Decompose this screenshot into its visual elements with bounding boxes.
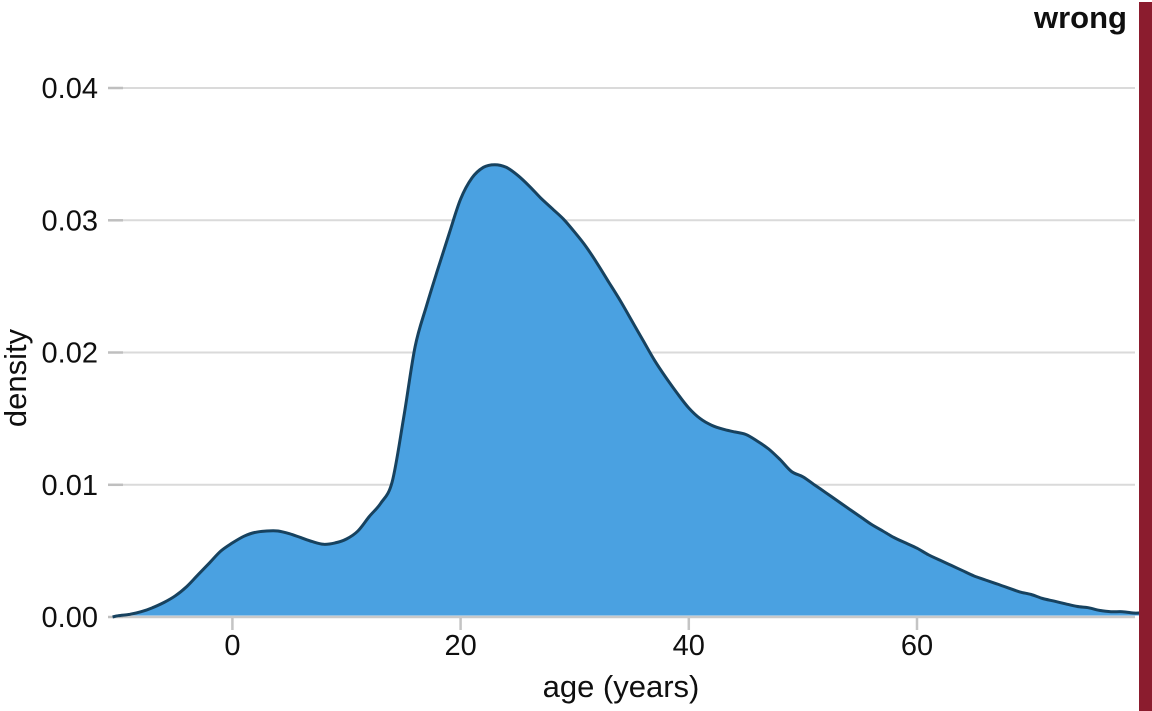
y-tick-label: 0.03 xyxy=(42,205,98,237)
wrong-stamp-bar xyxy=(1139,2,1152,711)
x-axis-title: age (years) xyxy=(543,669,700,704)
y-tick-label: 0.04 xyxy=(42,73,98,105)
x-tick-label: 60 xyxy=(901,630,933,662)
x-tick-label: 40 xyxy=(673,630,705,662)
x-tick-label: 0 xyxy=(224,630,240,662)
x-tick-label: 20 xyxy=(444,630,476,662)
y-axis-title: density xyxy=(0,328,33,427)
y-tick-label: 0.02 xyxy=(42,338,98,370)
y-axis-tick-labels: 0.00 0.01 0.02 0.03 0.04 xyxy=(42,73,98,634)
y-tick-label: 0.01 xyxy=(42,470,98,502)
y-tick-label: 0.00 xyxy=(42,602,98,634)
density-area-fill xyxy=(112,164,1140,617)
wrong-stamp-label: wrong xyxy=(1033,0,1127,35)
density-curve-line xyxy=(112,163,1140,619)
x-axis-tick-marks xyxy=(231,618,919,630)
x-axis-tick-labels: 0 20 40 60 xyxy=(224,630,933,662)
